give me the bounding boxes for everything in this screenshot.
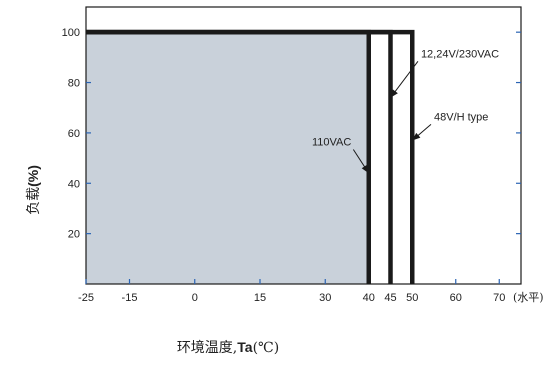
y-tick-label: 100 bbox=[62, 27, 80, 39]
annotations: 110VAC 12,24V/230VAC 48V/H type bbox=[312, 48, 499, 174]
x-axis-unit-note: (水平) bbox=[513, 291, 544, 304]
x-axis-title-main: 环境温度, bbox=[177, 340, 237, 356]
x-tick-label: 0 bbox=[192, 292, 198, 304]
shaded-region bbox=[86, 32, 369, 284]
y-tick-label: 80 bbox=[68, 78, 80, 90]
annotation-arrowhead bbox=[412, 132, 421, 141]
x-tick-label: 70 bbox=[493, 292, 505, 304]
x-axis-ticks: -25 -15 0 15 30 40 45 50 60 70 bbox=[78, 279, 505, 304]
annotation-arrowhead bbox=[390, 89, 398, 98]
annotation-arrowhead bbox=[361, 164, 369, 174]
series-line-48v-h-type bbox=[86, 29, 415, 284]
x-tick-label: 15 bbox=[254, 292, 266, 304]
x-tick-label: 45 bbox=[384, 292, 396, 304]
x-tick-label: -15 bbox=[122, 292, 138, 304]
x-tick-label: 30 bbox=[319, 292, 331, 304]
annotation-label: 48V/H type bbox=[434, 111, 488, 123]
plot-frame bbox=[85, 6, 522, 285]
y-axis-title: 负载(%) bbox=[25, 165, 42, 215]
y-axis-title-bold: (%) bbox=[25, 165, 41, 187]
annotation-label: 110VAC bbox=[312, 137, 351, 149]
y-axis-title-main: 负载 bbox=[26, 187, 42, 215]
x-axis-title-bold: Ta bbox=[237, 339, 253, 355]
x-tick-label: 40 bbox=[363, 292, 375, 304]
series-lines bbox=[86, 29, 415, 284]
x-tick-label: 50 bbox=[406, 292, 418, 304]
y-tick-label: 40 bbox=[68, 178, 80, 190]
x-tick-label: 60 bbox=[450, 292, 462, 304]
x-axis-title: 环境温度,Ta(℃) bbox=[177, 339, 279, 356]
annotation-label: 12,24V/230VAC bbox=[421, 48, 499, 60]
y-axis-ticks: 20 40 60 80 100 bbox=[62, 27, 521, 241]
y-tick-label: 20 bbox=[68, 229, 80, 241]
x-tick-label: -25 bbox=[78, 292, 94, 304]
shaded-area bbox=[86, 32, 369, 284]
y-tick-label: 60 bbox=[68, 128, 80, 140]
x-axis-title-unit: (℃) bbox=[253, 340, 280, 356]
